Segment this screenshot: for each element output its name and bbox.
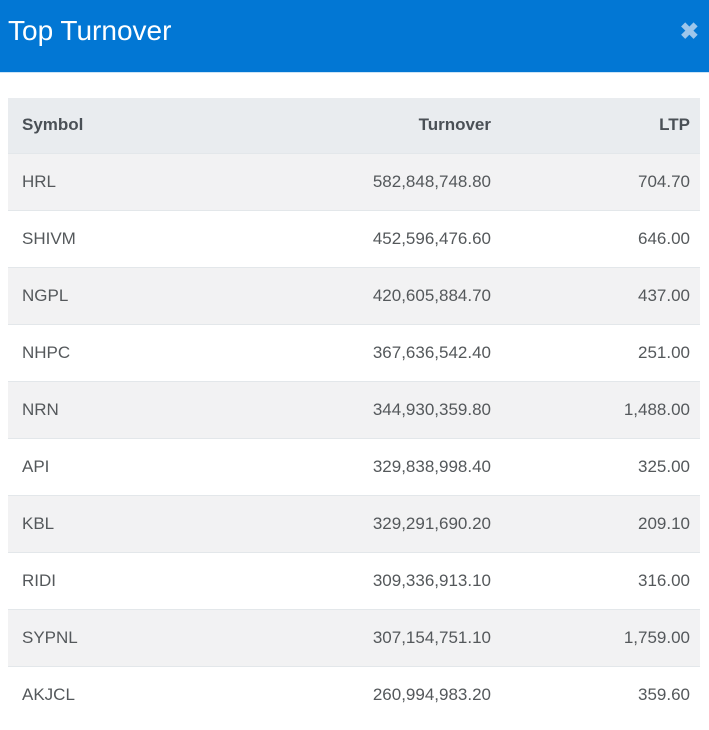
cell-turnover: 309,336,913.10	[253, 551, 501, 609]
cell-symbol: SHIVM	[8, 209, 253, 267]
table-row: API 329,838,998.40 325.00	[8, 437, 700, 495]
cell-turnover: 582,848,748.80	[253, 152, 501, 210]
cell-ltp: 316.00	[501, 551, 700, 609]
cell-ltp: 359.60	[501, 665, 700, 723]
turnover-table-container: Symbol Turnover LTP HRL 582,848,748.80 704…	[8, 98, 700, 723]
cell-turnover: 367,636,542.40	[253, 323, 501, 381]
table-row: AKJCL 260,994,983.20 359.60	[8, 665, 700, 723]
cell-ltp: 646.00	[501, 209, 700, 267]
close-icon[interactable]: ✖	[679, 17, 699, 44]
cell-ltp: 1,488.00	[501, 380, 700, 438]
cell-symbol: AKJCL	[8, 665, 253, 723]
cell-symbol: RIDI	[8, 551, 253, 609]
cell-ltp: 1,759.00	[501, 608, 700, 666]
column-header-symbol: Symbol	[8, 98, 253, 153]
cell-turnover: 307,154,751.10	[253, 608, 501, 666]
cell-turnover: 260,994,983.20	[253, 665, 501, 723]
table-header-row: Symbol Turnover LTP	[8, 98, 700, 153]
cell-ltp: 437.00	[501, 266, 700, 324]
cell-turnover: 329,838,998.40	[253, 437, 501, 495]
cell-ltp: 704.70	[501, 152, 700, 210]
cell-ltp: 251.00	[501, 323, 700, 381]
table-body: HRL 582,848,748.80 704.70 SHIVM 452,596,476.…	[8, 152, 700, 723]
column-header-turnover: Turnover	[253, 98, 501, 153]
dialog-header: Top Turnover ✖	[0, 0, 709, 73]
cell-symbol: NRN	[8, 380, 253, 438]
table-row: NGPL 420,605,884.70 437.00	[8, 266, 700, 324]
table-row: RIDI 309,336,913.10 316.00	[8, 551, 700, 609]
cell-symbol: NHPC	[8, 323, 253, 381]
cell-turnover: 329,291,690.20	[253, 494, 501, 552]
cell-symbol: HRL	[8, 152, 253, 210]
cell-ltp: 325.00	[501, 437, 700, 495]
cell-symbol: API	[8, 437, 253, 495]
table-row: NRN 344,930,359.80 1,488.00	[8, 380, 700, 438]
column-header-ltp: LTP	[501, 98, 700, 153]
cell-ltp: 209.10	[501, 494, 700, 552]
cell-turnover: 344,930,359.80	[253, 380, 501, 438]
cell-symbol: KBL	[8, 494, 253, 552]
cell-turnover: 452,596,476.60	[253, 209, 501, 267]
table-row: KBL 329,291,690.20 209.10	[8, 494, 700, 552]
cell-symbol: SYPNL	[8, 608, 253, 666]
turnover-table: Symbol Turnover LTP HRL 582,848,748.80 704…	[8, 98, 700, 723]
table-row: SYPNL 307,154,751.10 1,759.00	[8, 608, 700, 666]
table-row: NHPC 367,636,542.40 251.00	[8, 323, 700, 381]
cell-symbol: NGPL	[8, 266, 253, 324]
table-row: HRL 582,848,748.80 704.70	[8, 152, 700, 210]
cell-turnover: 420,605,884.70	[253, 266, 501, 324]
table-row: SHIVM 452,596,476.60 646.00	[8, 209, 700, 267]
dialog-title: Top Turnover	[8, 15, 172, 46]
